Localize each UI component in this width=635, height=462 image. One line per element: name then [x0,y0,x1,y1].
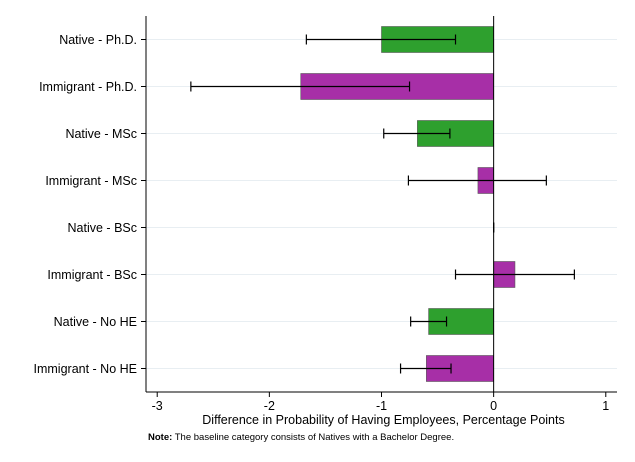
category-label-native-msc: Native - MSc [65,127,137,141]
x-tick-labels: -3 -2 -1 0 1 [152,399,610,413]
category-label-immigrant-msc: Immigrant - MSc [45,174,137,188]
category-label-immigrant-bsc: Immigrant - BSc [47,268,137,282]
x-tick-label: -2 [264,399,275,413]
footnote: Note: The baseline category consists of … [148,432,454,443]
axes [141,16,617,397]
category-label-native-ph-d: Native - Ph.D. [59,33,137,47]
footnote-text: The baseline category consists of Native… [172,432,455,443]
errorbar-immigrant-bsc [454,269,575,280]
bars [300,26,516,382]
error-bars [190,34,575,374]
footnote-label: Note: [148,432,173,443]
category-label-immigrant-no-he: Immigrant - No HE [34,362,138,376]
category-label-native-no-he: Native - No HE [54,315,137,329]
errorbar-native-no-he [410,316,448,327]
category-labels: Native - Ph.D. Immigrant - Ph.D. Native - … [34,33,138,376]
errorbar-immigrant-ph-d [190,81,411,92]
x-axis-title: Difference in Probability of Having Empl… [202,413,564,427]
x-tick-label: 1 [602,399,609,413]
errorbar-immigrant-no-he [399,363,452,374]
category-label-native-bsc: Native - BSc [68,221,137,235]
errorbar-immigrant-msc [407,175,547,186]
x-tick-label: -3 [152,399,163,413]
x-tick-label: -1 [376,399,387,413]
x-tick-label: 0 [490,399,497,413]
category-label-immigrant-ph-d: Immigrant - Ph.D. [39,80,137,94]
errorbar-native-msc [383,128,451,139]
errorbar-native-ph-d [305,34,457,45]
